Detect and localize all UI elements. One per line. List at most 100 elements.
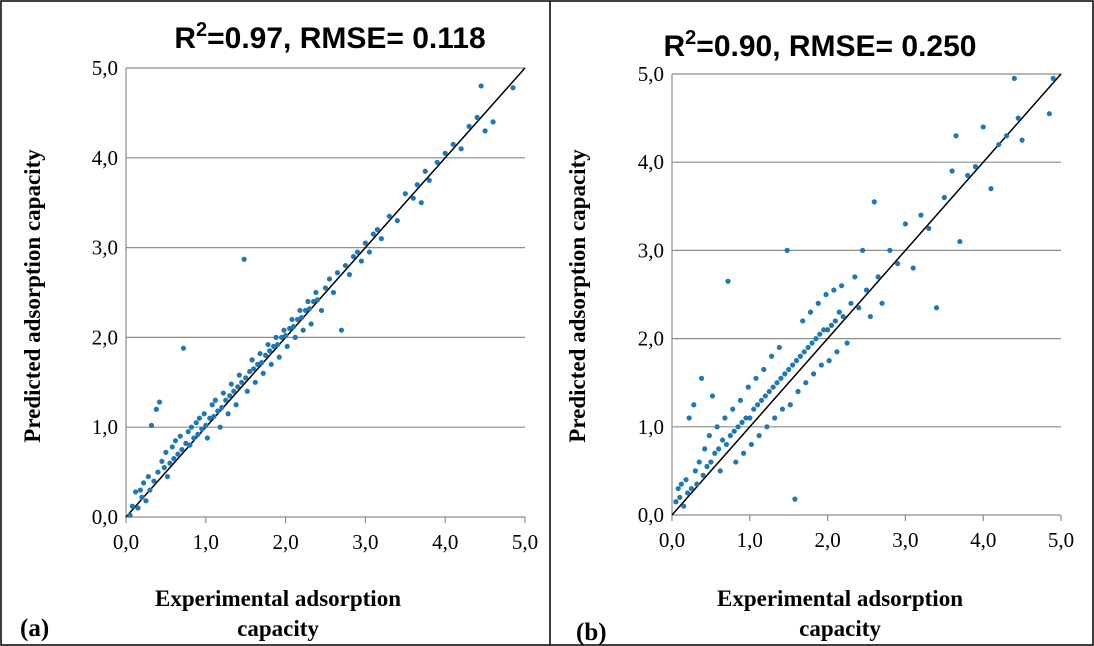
y-tick-label: 5,0 [92,56,118,80]
scatter-point [828,322,835,328]
y-tick-label: 1,0 [638,415,664,439]
scatter-point [719,437,726,443]
scatter-point [692,468,698,474]
scatter-point [731,428,737,434]
scatter-point [694,481,700,487]
scatter-point [748,441,754,448]
scatter-point [754,402,761,408]
scatter-point [191,435,197,441]
x-tick-label: 0,0 [659,528,685,552]
scatter-point [260,370,266,376]
scatter-point [1050,75,1056,82]
scatter-point [696,459,702,465]
scatter-point [394,218,400,224]
scatter-point [402,191,408,197]
scatter-point [201,411,207,417]
chart-title-b: R2=0.90, RMSE= 0.250 [664,27,977,63]
scatter-point [442,150,448,156]
scatter-point [294,316,301,323]
scatter-point [346,271,353,278]
scatter-point [247,368,253,375]
scatter-point [867,313,873,320]
scatter-point [673,499,679,505]
scatter-point [298,315,305,321]
scatter-point [350,253,357,260]
scatter-point [418,200,424,206]
scatter-point [782,371,788,377]
scatter-point [716,446,722,452]
scatter-point [313,289,319,296]
scatter-point [803,380,809,386]
scatter-point [257,350,263,357]
scatter-point [474,114,480,120]
scatter-point [691,402,697,408]
x-tick-label: 1,0 [193,530,219,554]
scatter-point [223,397,229,403]
scatter-point [708,459,714,465]
scatter-point [139,494,145,500]
scatter-point [127,512,133,518]
scatter-point [722,415,728,421]
scatter-point [195,431,201,437]
y-axis-label-a: Predicted adsorption capacity [20,149,45,443]
scatter-point [422,168,428,174]
scatter-point [683,477,689,483]
scatter-point [818,362,824,368]
scatter-point [510,85,516,91]
scatter-point [768,353,775,359]
chart-title-a: R2=0.97, RMSE= 0.118 [174,19,485,55]
x-tick-label: 3,0 [352,530,378,554]
scatter-points-b [673,75,1056,509]
scatter-point [751,406,757,412]
x-tick-label: 1,0 [737,528,763,552]
scatter-point [286,325,293,332]
scatter-point [684,490,691,496]
scatter-point [283,333,289,339]
scatter-point [730,406,736,412]
identity-line [125,67,526,518]
scatter-point [988,186,994,192]
scatter-point [259,359,265,366]
scatter-point [147,487,153,493]
scatter-point [167,460,173,466]
scatter-point [677,494,683,500]
y-tick-label: 0,0 [638,503,664,527]
scatter-point [1011,75,1017,82]
x-tick-label: 4,0 [970,528,996,552]
scatter-point [918,212,924,218]
scatter-point [414,182,420,188]
x-tick-label: 2,0 [272,530,298,554]
scatter-point [1019,137,1025,143]
scatter-point [762,393,768,399]
scatter-point [187,442,193,448]
scatter-point [145,473,151,480]
scatter-point [805,344,811,351]
scatter-point [410,195,416,201]
scatter-point [813,336,819,342]
panel-label-b: (b) [576,619,607,646]
scatter-point [800,318,806,324]
scatter-point [860,247,866,253]
scatter-point [688,485,695,492]
x-tick-label: 4,0 [432,530,458,554]
scatter-point [175,451,181,457]
scatter-point [290,324,297,330]
scatter-point [844,340,850,346]
scatter-point [239,379,245,385]
scatter-point [686,415,692,421]
scatter-point [129,503,135,509]
scatter-point [478,83,484,89]
scatter-point [135,505,141,511]
scatter-point [155,469,161,475]
chart-panel-a: R2=0.97, RMSE= 0.118 0,01,02,03,04,05,0 … [20,19,538,642]
y-tick-label: 3,0 [638,238,664,262]
scatter-point [786,366,792,373]
scatter-point [354,249,361,255]
scatter-point [933,305,940,311]
scatter-point [779,406,786,412]
scatter-point [326,276,333,282]
scatter-point [784,247,790,253]
scatter-point [1015,115,1021,121]
